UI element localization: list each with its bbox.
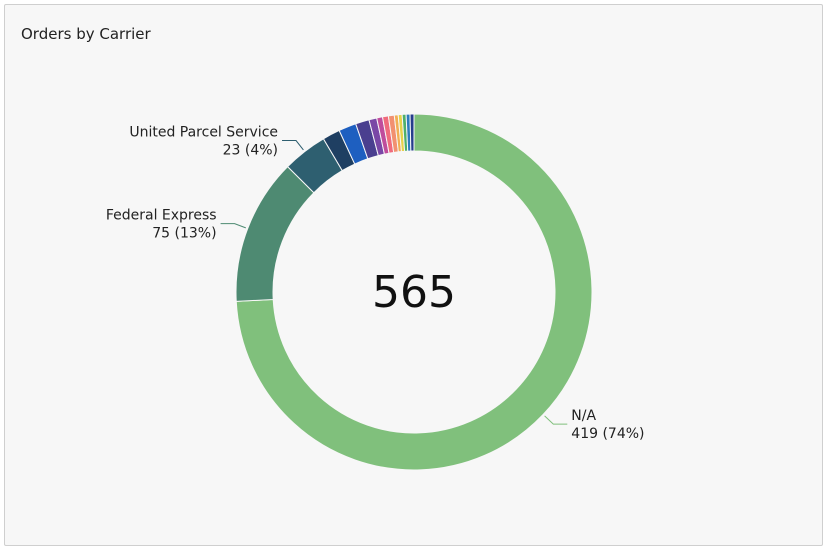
leader-line xyxy=(282,140,304,151)
leader-line xyxy=(220,223,246,229)
slice-labels: N/A 419 (74%) Federal Express 75 (13%) Unite… xyxy=(106,125,645,443)
slice-label-count: 23 (4%) xyxy=(223,143,278,159)
slice-unlabeled-14[interactable] xyxy=(409,113,415,152)
slice-n-a[interactable] xyxy=(235,113,593,471)
slice-label-name: N/A xyxy=(571,408,596,424)
slice-label-name: Federal Express xyxy=(106,208,217,224)
leader-line xyxy=(544,415,568,425)
chart-title: Orders by Carrier xyxy=(21,25,151,43)
center-total: 565 xyxy=(372,267,456,318)
slice-label-count: 75 (13%) xyxy=(152,226,216,242)
slice-label-count: 419 (74%) xyxy=(571,426,644,442)
slice-federal-express[interactable] xyxy=(235,165,315,302)
donut-slices xyxy=(235,113,593,471)
slice-label-name: United Parcel Service xyxy=(129,125,278,141)
